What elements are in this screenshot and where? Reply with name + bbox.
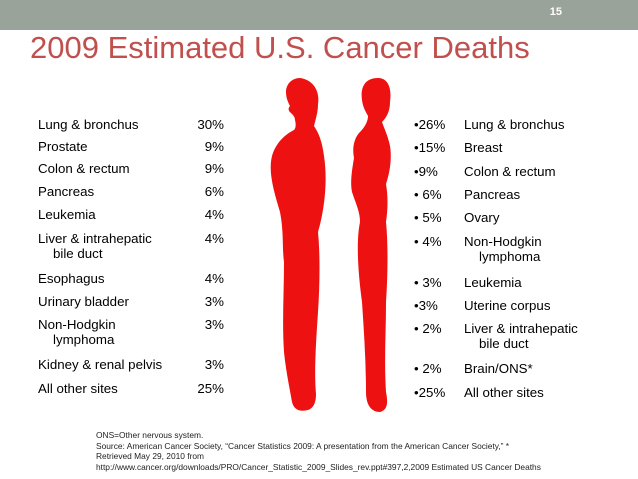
female-site-percent: •9% <box>414 164 438 179</box>
male-site-name: Kidney & renal pelvis <box>38 357 163 372</box>
male-site-name-line1: Non-Hodgkin <box>38 317 116 332</box>
male-site-percent: 6% <box>204 184 224 199</box>
male-site-percent: 9% <box>204 139 224 154</box>
male-site-name: Lung & bronchus <box>38 117 139 132</box>
male-site-percent: 3% <box>204 357 224 372</box>
male-site-percent: 3% <box>204 294 224 309</box>
male-site-name: Colon & rectum <box>38 161 130 176</box>
male-silhouette <box>252 72 352 422</box>
female-site-name-line2: bile duct <box>479 336 529 351</box>
female-silhouette <box>326 72 426 422</box>
male-site-name: Leukemia <box>38 207 96 222</box>
male-site-name-line2: lymphoma <box>53 332 115 347</box>
male-site-name: All other sites <box>38 381 118 396</box>
female-site-name: Lung & bronchus <box>464 117 565 132</box>
female-site-name-line1: Liver & intrahepatic <box>464 321 578 336</box>
female-site-percent: •3% <box>414 298 438 313</box>
male-site-name-line2: bile duct <box>53 246 103 261</box>
male-site-percent: 30% <box>197 117 224 132</box>
male-site-percent: 25% <box>197 381 224 396</box>
female-site-percent: • 4% <box>414 234 442 249</box>
female-site-percent: •26% <box>414 117 446 132</box>
male-site-percent: 4% <box>204 271 224 286</box>
female-site-name: Liver & intrahepatic bile duct <box>464 321 578 351</box>
male-site-name-line1: Liver & intrahepatic <box>38 231 152 246</box>
male-site-name: Prostate <box>38 139 88 154</box>
female-deaths-list: •26% Lung & bronchus •15% Breast •9% Col… <box>414 117 614 407</box>
female-site-name-line1: Non-Hodgkin <box>464 234 542 249</box>
female-site-name-line2: lymphoma <box>479 249 541 264</box>
footnote-ons: ONS=Other nervous system. <box>96 430 204 440</box>
male-site-name: Liver & intrahepatic bile duct <box>38 231 152 261</box>
female-site-name: Pancreas <box>464 187 521 202</box>
female-site-percent: •25% <box>414 385 446 400</box>
male-site-name: Non-Hodgkin lymphoma <box>38 317 116 347</box>
female-site-name: Colon & rectum <box>464 164 556 179</box>
female-site-name: Breast <box>464 140 503 155</box>
male-site-percent: 3% <box>204 317 224 332</box>
female-site-name: All other sites <box>464 385 544 400</box>
male-site-name: Urinary bladder <box>38 294 129 309</box>
female-site-name: Ovary <box>464 210 500 225</box>
male-site-name: Pancreas <box>38 184 95 199</box>
male-site-percent: 4% <box>204 231 224 246</box>
female-site-percent: • 6% <box>414 187 442 202</box>
male-deaths-list: Lung & bronchus 30% Prostate 9% Colon & … <box>38 117 248 407</box>
male-site-name: Esophagus <box>38 271 105 286</box>
female-site-percent: • 3% <box>414 275 442 290</box>
source-footnote: ONS=Other nervous system. Source: Americ… <box>96 430 616 472</box>
female-site-percent: • 2% <box>414 321 442 336</box>
female-site-name: Uterine corpus <box>464 298 551 313</box>
female-site-percent: • 5% <box>414 210 442 225</box>
footnote-retrieved: Retrieved May 29, 2010 from <box>96 451 204 461</box>
header-bar: 15 <box>0 0 638 30</box>
slide-title: 2009 Estimated U.S. Cancer Deaths <box>30 30 530 65</box>
footnote-source: Source: American Cancer Society, “Cancer… <box>96 440 510 451</box>
male-site-percent: 9% <box>204 161 224 176</box>
female-site-name: Non-Hodgkin lymphoma <box>464 234 542 264</box>
female-site-percent: • 2% <box>414 361 442 376</box>
male-site-percent: 4% <box>204 207 224 222</box>
footnote-url: http://www.cancer.org/downloads/PRO/Canc… <box>96 461 541 472</box>
female-site-percent: •15% <box>414 140 446 155</box>
female-site-name: Brain/ONS* <box>464 361 533 376</box>
female-site-name: Leukemia <box>464 275 522 290</box>
page-number: 15 <box>549 6 562 18</box>
